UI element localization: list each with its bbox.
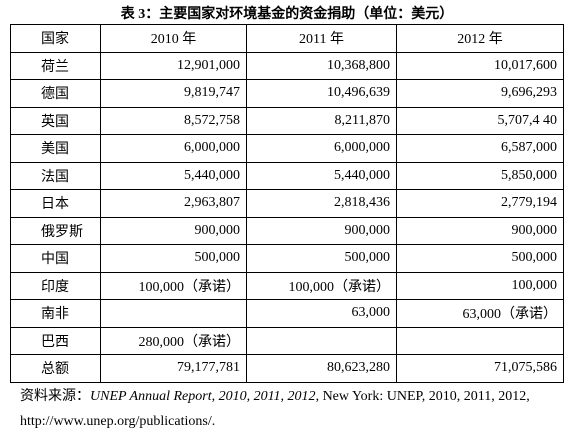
country-cell: 日本 bbox=[10, 189, 101, 218]
header-cell: 2010 年 bbox=[100, 24, 247, 53]
country-cell: 总额 bbox=[10, 354, 101, 383]
header-row: 国家 2010 年 2011 年 2012 年 bbox=[10, 24, 564, 53]
amount-cell: 500,000 bbox=[246, 244, 397, 273]
country-cell: 俄罗斯 bbox=[10, 216, 101, 245]
amount-cell bbox=[396, 326, 564, 355]
amount-cell: 2,963,807 bbox=[100, 189, 247, 218]
amount-cell: 10,496,639 bbox=[246, 79, 397, 108]
source-note: 资料来源：UNEP Annual Report, 2010, 2011, 201… bbox=[20, 384, 560, 434]
header-cell: 2012 年 bbox=[396, 24, 564, 53]
amount-cell: 12,901,000 bbox=[100, 51, 247, 80]
amount-cell: 500,000 bbox=[396, 244, 564, 273]
country-cell: 荷兰 bbox=[10, 51, 101, 80]
amount-cell: 10,017,600 bbox=[396, 51, 564, 80]
source-report: UNEP Annual Report, 2010, 2011, 2012 bbox=[90, 389, 316, 404]
table-row: 英国 8,572,758 8,211,870 5,707,4 40 bbox=[10, 106, 564, 135]
amount-cell: 100,000 bbox=[396, 271, 564, 300]
table-row: 印度 100,000（承诺） 100,000（承诺） 100,000 bbox=[10, 271, 564, 300]
country-cell: 美国 bbox=[10, 134, 101, 163]
amount-cell: 63,000（承诺） bbox=[396, 299, 564, 328]
country-cell: 南非 bbox=[10, 299, 101, 328]
amount-cell: 5,440,000 bbox=[100, 161, 247, 190]
amount-cell: 2,779,194 bbox=[396, 189, 564, 218]
table-row: 俄罗斯 900,000 900,000 900,000 bbox=[10, 216, 564, 245]
table-row: 法国 5,440,000 5,440,000 5,850,000 bbox=[10, 161, 564, 190]
table-row: 巴西 280,000（承诺） bbox=[10, 326, 564, 355]
header-cell: 国家 bbox=[10, 24, 101, 53]
country-cell: 英国 bbox=[10, 106, 101, 135]
table-row: 德国 9,819,747 10,496,639 9,696,293 bbox=[10, 79, 564, 108]
table-row: 中国 500,000 500,000 500,000 bbox=[10, 244, 564, 273]
amount-cell: 8,572,758 bbox=[100, 106, 247, 135]
amount-cell: 2,818,436 bbox=[246, 189, 397, 218]
amount-cell: 63,000 bbox=[246, 299, 397, 328]
amount-cell: 79,177,781 bbox=[100, 354, 247, 383]
amount-cell: 9,819,747 bbox=[100, 79, 247, 108]
amount-cell: 10,368,800 bbox=[246, 51, 397, 80]
country-cell: 巴西 bbox=[10, 326, 101, 355]
amount-cell: 100,000（承诺） bbox=[100, 271, 247, 300]
amount-cell: 900,000 bbox=[100, 216, 247, 245]
amount-cell: 900,000 bbox=[396, 216, 564, 245]
table-row: 荷兰 12,901,000 10,368,800 10,017,600 bbox=[10, 51, 564, 80]
amount-cell: 80,623,280 bbox=[246, 354, 397, 383]
amount-cell: 8,211,870 bbox=[246, 106, 397, 135]
country-cell: 法国 bbox=[10, 161, 101, 190]
amount-cell: 900,000 bbox=[246, 216, 397, 245]
source-rest: , New York: UNEP, 2010, 2011, 2012, http… bbox=[20, 389, 530, 429]
amount-cell: 500,000 bbox=[100, 244, 247, 273]
amount-cell: 280,000（承诺） bbox=[100, 326, 247, 355]
country-cell: 印度 bbox=[10, 271, 101, 300]
amount-cell: 5,707,4 40 bbox=[396, 106, 564, 135]
amount-cell: 100,000（承诺） bbox=[246, 271, 397, 300]
country-cell: 德国 bbox=[10, 79, 101, 108]
table-title: 表 3：主要国家对环境基金的资金捐助（单位：美元） bbox=[120, 7, 454, 22]
donation-table: 国家 2010 年 2011 年 2012 年荷兰 12,901,000 10,368,8… bbox=[10, 24, 564, 383]
amount-cell: 5,850,000 bbox=[396, 161, 564, 190]
amount-cell: 6,000,000 bbox=[100, 134, 247, 163]
amount-cell: 6,587,000 bbox=[396, 134, 564, 163]
amount-cell bbox=[100, 299, 247, 328]
country-cell: 中国 bbox=[10, 244, 101, 273]
header-cell: 2011 年 bbox=[246, 24, 397, 53]
table-row: 总额 79,177,781 80,623,280 71,075,586 bbox=[10, 354, 564, 383]
amount-cell bbox=[246, 326, 397, 355]
table-row: 日本 2,963,807 2,818,436 2,779,194 bbox=[10, 189, 564, 218]
amount-cell: 5,440,000 bbox=[246, 161, 397, 190]
table-row: 美国 6,000,000 6,000,000 6,587,000 bbox=[10, 134, 564, 163]
amount-cell: 9,696,293 bbox=[396, 79, 564, 108]
source-label: 资料来源： bbox=[20, 389, 90, 404]
amount-cell: 71,075,586 bbox=[396, 354, 564, 383]
amount-cell: 6,000,000 bbox=[246, 134, 397, 163]
table-row: 南非 63,000 63,000（承诺） bbox=[10, 299, 564, 328]
